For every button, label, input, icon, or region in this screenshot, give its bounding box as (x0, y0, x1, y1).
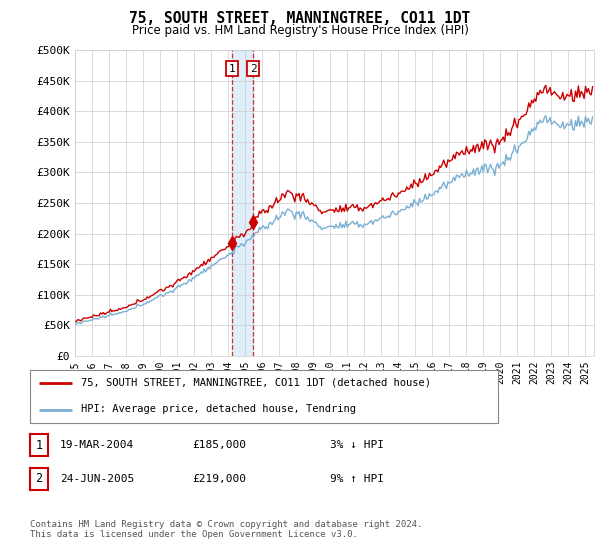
Text: 9% ↑ HPI: 9% ↑ HPI (330, 474, 384, 484)
Text: £185,000: £185,000 (192, 440, 246, 450)
Text: Contains HM Land Registry data © Crown copyright and database right 2024.
This d: Contains HM Land Registry data © Crown c… (30, 520, 422, 539)
Text: 2: 2 (250, 64, 257, 74)
Text: Price paid vs. HM Land Registry's House Price Index (HPI): Price paid vs. HM Land Registry's House … (131, 24, 469, 36)
Text: 1: 1 (35, 438, 43, 452)
Text: £219,000: £219,000 (192, 474, 246, 484)
Bar (232, 50, 253, 356)
Text: 75, SOUTH STREET, MANNINGTREE, CO11 1DT: 75, SOUTH STREET, MANNINGTREE, CO11 1DT (130, 11, 470, 26)
Text: 3% ↓ HPI: 3% ↓ HPI (330, 440, 384, 450)
Text: 19-MAR-2004: 19-MAR-2004 (60, 440, 134, 450)
Text: 1: 1 (229, 64, 235, 74)
Text: 75, SOUTH STREET, MANNINGTREE, CO11 1DT (detached house): 75, SOUTH STREET, MANNINGTREE, CO11 1DT … (82, 378, 431, 388)
Text: HPI: Average price, detached house, Tendring: HPI: Average price, detached house, Tend… (82, 404, 356, 414)
Text: 24-JUN-2005: 24-JUN-2005 (60, 474, 134, 484)
Text: 2: 2 (35, 472, 43, 486)
